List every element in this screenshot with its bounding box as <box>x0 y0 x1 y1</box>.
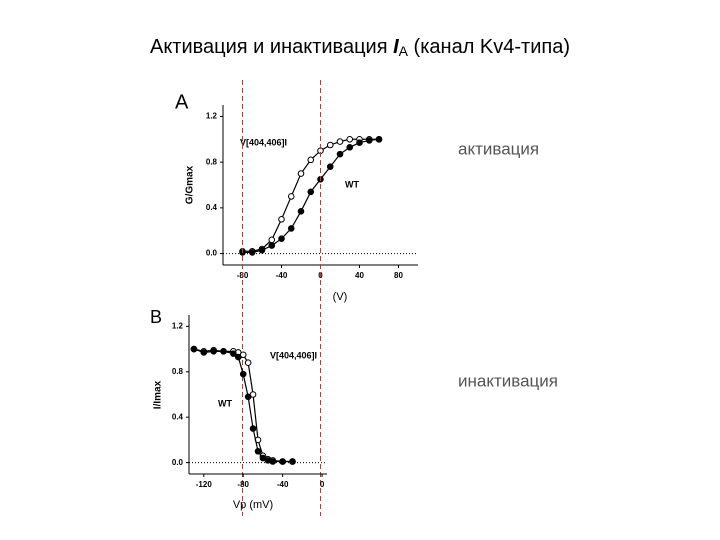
data-point <box>289 458 296 465</box>
annotation: инактивация <box>458 371 558 390</box>
y-axis-label: G/Gmax <box>185 165 196 204</box>
x-tick-label: -40 <box>277 480 289 489</box>
data-point <box>375 135 383 143</box>
data-point <box>287 193 295 200</box>
data-point <box>190 345 198 353</box>
data-point <box>278 215 285 223</box>
panel-label: B <box>150 307 162 327</box>
data-point <box>365 137 373 144</box>
data-point <box>307 156 315 164</box>
y-tick-label: 0.4 <box>206 203 218 212</box>
data-point <box>244 393 252 401</box>
data-point <box>269 458 277 465</box>
x-tick-label: 0 <box>320 480 325 489</box>
fit-line <box>193 348 293 463</box>
data-point <box>278 235 285 243</box>
y-tick-label: 1.2 <box>172 321 184 330</box>
title-part: I <box>393 36 399 58</box>
title-part: Активация и инактивация <box>150 36 393 58</box>
y-tick-label: 0.0 <box>172 458 184 467</box>
title-part: A <box>399 43 409 59</box>
data-point <box>346 143 354 151</box>
x-axis-label: Vp (mV) <box>233 499 273 511</box>
data-point <box>287 225 295 232</box>
fit-line <box>193 348 293 463</box>
data-point <box>239 370 247 378</box>
annotation: активация <box>458 139 539 158</box>
data-point <box>230 350 237 357</box>
x-tick-label: -80 <box>237 480 249 489</box>
data-point <box>200 349 208 356</box>
title-part: (канал Kv4-типа) <box>408 36 570 58</box>
data-point <box>248 249 256 256</box>
data-point <box>210 348 217 355</box>
data-point <box>268 236 276 244</box>
data-point <box>244 359 252 367</box>
x-axis-label: (V) <box>333 291 348 303</box>
data-point <box>234 353 242 361</box>
data-point <box>220 348 227 355</box>
y-tick-label: 0.4 <box>172 412 184 421</box>
data-point <box>258 246 266 254</box>
data-point <box>326 141 334 149</box>
series-label: V[404,406]I <box>240 137 287 147</box>
data-point <box>254 447 262 455</box>
series-label: V[404,406]I <box>270 350 317 360</box>
data-point <box>326 163 334 171</box>
panel-label: A <box>175 91 189 113</box>
data-point <box>307 188 315 196</box>
x-tick-label: 40 <box>355 271 364 280</box>
x-tick-label: 80 <box>394 271 403 280</box>
data-point <box>336 138 344 145</box>
x-tick-label: -40 <box>276 271 288 280</box>
data-point <box>297 170 305 177</box>
data-point <box>346 135 354 143</box>
data-point <box>336 150 344 158</box>
x-tick-label: -120 <box>196 480 213 489</box>
data-point <box>249 425 257 432</box>
data-point <box>297 207 305 215</box>
series-label: WT <box>218 398 232 408</box>
data-point <box>279 458 286 465</box>
data-point <box>356 139 363 147</box>
y-tick-label: 0.8 <box>172 367 184 376</box>
series-label: WT <box>345 179 359 189</box>
data-point <box>268 242 276 249</box>
y-axis-label: I/Imax <box>153 380 164 409</box>
fit-line <box>242 138 380 254</box>
y-tick-label: 0.0 <box>206 249 218 258</box>
fit-line <box>242 138 379 252</box>
y-tick-label: 0.8 <box>206 157 218 166</box>
slide-title: Активация и инактивация IA (канал Kv4-ти… <box>150 36 570 58</box>
y-tick-label: 1.2 <box>206 112 218 121</box>
